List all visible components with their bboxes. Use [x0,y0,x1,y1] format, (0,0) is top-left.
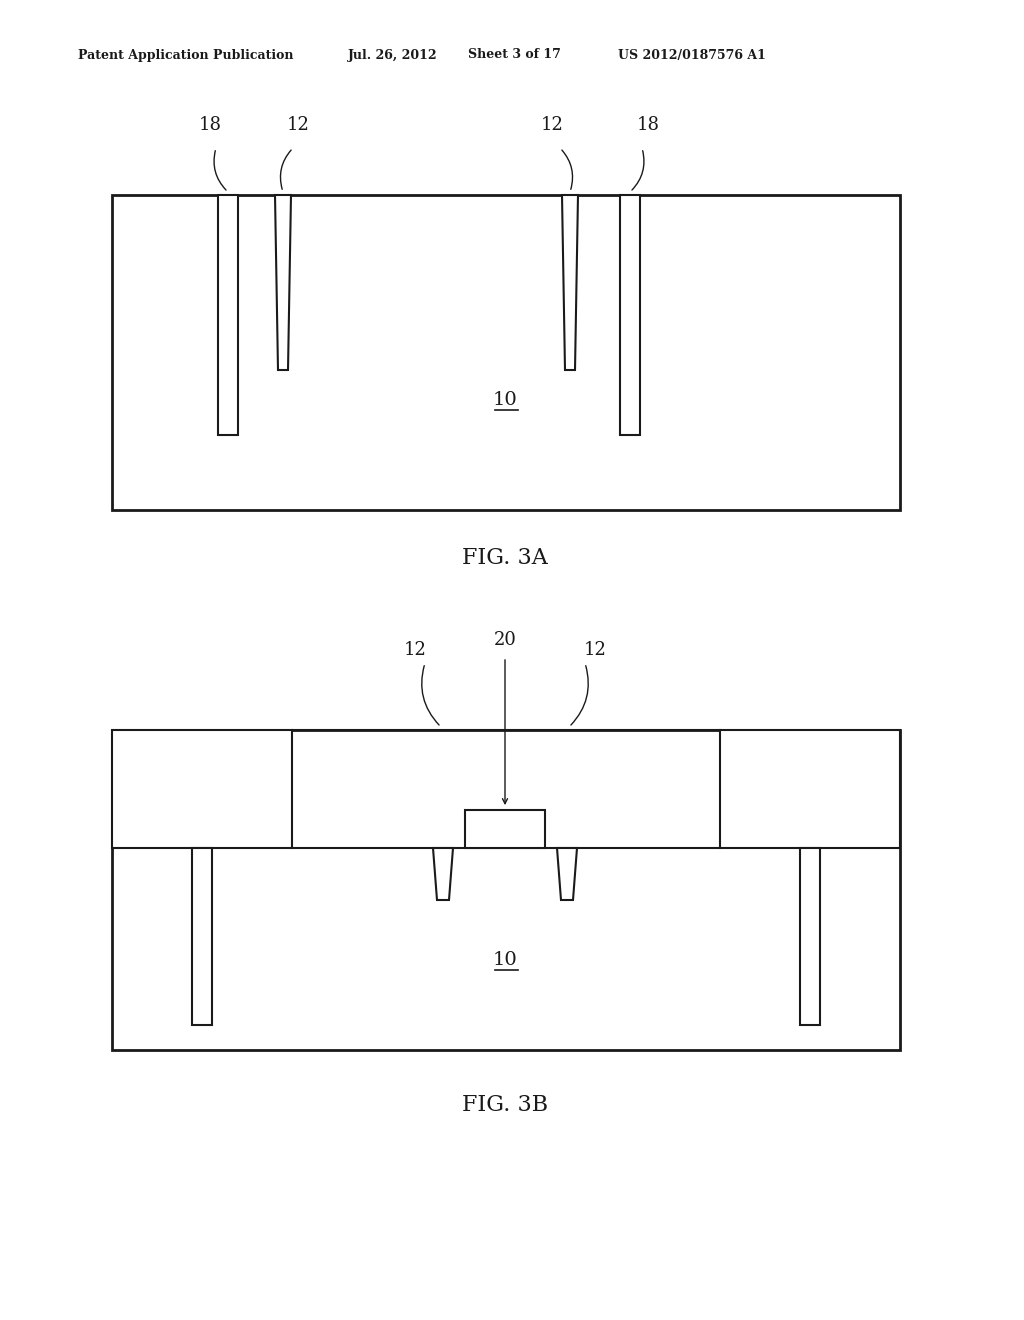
Bar [112,730,292,847]
Text: 12: 12 [287,116,309,135]
Text: 12: 12 [541,116,563,135]
Bar [465,810,545,847]
Polygon shape [433,847,453,900]
Bar [193,847,212,1026]
Bar [218,195,238,436]
Text: FIG. 3A: FIG. 3A [462,546,548,569]
Text: 18: 18 [637,116,659,135]
Text: 12: 12 [584,642,606,659]
Text: Sheet 3 of 17: Sheet 3 of 17 [468,49,561,62]
Text: 12: 12 [403,642,426,659]
Bar [112,195,900,510]
Text: Patent Application Publication: Patent Application Publication [78,49,294,62]
Polygon shape [562,195,578,370]
Text: 20: 20 [494,631,516,649]
Text: 10: 10 [493,391,517,409]
Polygon shape [557,847,577,900]
Polygon shape [275,195,291,370]
Text: FIG. 3B: FIG. 3B [462,1094,548,1115]
Bar [720,730,900,847]
Bar [800,847,820,1026]
Text: 18: 18 [199,116,221,135]
Bar [620,195,640,436]
Text: Jul. 26, 2012: Jul. 26, 2012 [348,49,437,62]
Bar [112,730,900,1049]
Text: 10: 10 [493,950,517,969]
Text: US 2012/0187576 A1: US 2012/0187576 A1 [618,49,766,62]
